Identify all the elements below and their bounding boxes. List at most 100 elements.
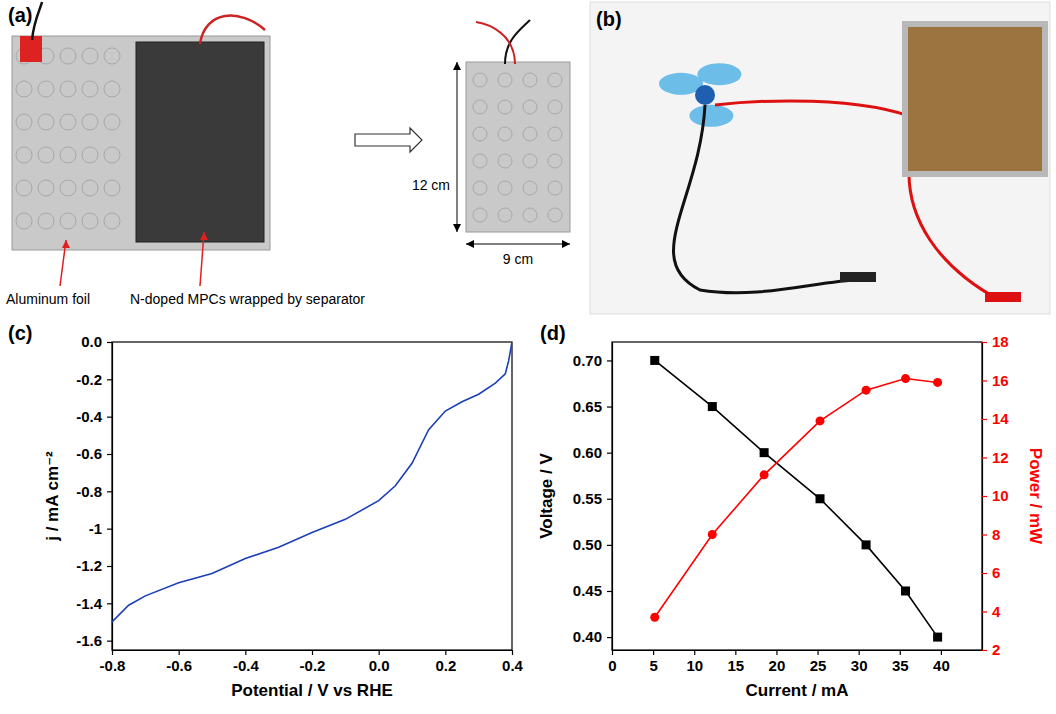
tick-label: -0.4 [233, 657, 260, 674]
tick: -0.6 [76, 445, 112, 462]
tick-label: 40 [933, 657, 950, 674]
foil-texture [104, 48, 120, 64]
tick: 0.2 [435, 650, 456, 674]
tick: 10 [686, 650, 703, 674]
plot-frame [612, 342, 982, 650]
data-point [760, 470, 769, 479]
foil-texture [548, 127, 562, 141]
tick-mark [982, 611, 987, 612]
tick-label: 8 [992, 526, 1000, 543]
tick-mark [982, 534, 987, 535]
foil-texture [82, 114, 98, 130]
tick-mark [607, 360, 612, 361]
axis: -1.6-1.4-1.2-1-0.8-0.6-0.4-0.20.0 [76, 333, 112, 650]
panel-letter: (c) [8, 322, 32, 344]
tick-label: -1 [89, 520, 102, 537]
tick-label: 12 [992, 449, 1009, 466]
tick-mark [900, 650, 901, 655]
tick: 0.0 [369, 650, 390, 674]
tick-mark [512, 650, 513, 655]
foil-texture [38, 180, 54, 196]
foil-texture [473, 181, 487, 195]
foil-texture [82, 147, 98, 163]
tick-label: 0.2 [435, 657, 456, 674]
tick: -0.4 [76, 408, 112, 425]
foil-texture [104, 114, 120, 130]
tick-mark [607, 637, 612, 638]
tick-label: 4 [992, 603, 1001, 620]
tick: 30 [851, 650, 868, 674]
wire [200, 16, 265, 44]
plot-frame [112, 342, 512, 650]
foil-texture [82, 213, 98, 229]
wire [674, 105, 860, 293]
tick: -0.8 [100, 650, 126, 674]
tick-mark [179, 650, 180, 655]
axis-line [612, 343, 613, 651]
axis-title: j / mA cm⁻² [43, 451, 62, 542]
foil-texture [523, 154, 537, 168]
foil-texture [473, 73, 487, 87]
data-point [862, 386, 871, 395]
tick-mark [653, 650, 654, 655]
tick-mark [445, 650, 446, 655]
dimension-arrowhead [453, 62, 461, 70]
tick-label: 5 [649, 657, 657, 674]
tick-label: -1.6 [76, 632, 102, 649]
foil-texture [38, 213, 54, 229]
foil-texture [498, 208, 512, 222]
tick-mark [982, 380, 987, 381]
tick-mark [982, 573, 987, 574]
axis-title: Current / mA [746, 681, 849, 700]
foil-texture [60, 81, 76, 97]
tick-label: -0.8 [100, 657, 126, 674]
tick: 10 [982, 487, 1009, 504]
dimension-arrowhead [562, 240, 570, 248]
tick-mark [607, 499, 612, 500]
tick-mark [612, 650, 613, 655]
dimension-label: 9 cm [503, 251, 533, 267]
tick: 35 [892, 650, 909, 674]
tick: -0.2 [300, 650, 326, 674]
tick: 0.40 [573, 628, 612, 645]
tick-mark [607, 453, 612, 454]
dimension-line [457, 62, 458, 232]
tick-mark [107, 379, 112, 380]
clip [985, 292, 1021, 302]
tick-mark [107, 342, 112, 343]
foil-texture [498, 181, 512, 195]
foil-texture [82, 180, 98, 196]
foil-texture [104, 81, 120, 97]
foil-texture [104, 180, 120, 196]
fan-blade [689, 105, 733, 127]
photo-ground [590, 2, 1050, 314]
data-point [901, 374, 910, 383]
assembled-cell [466, 62, 570, 232]
tick-label: 10 [992, 487, 1009, 504]
foil-texture [523, 73, 537, 87]
pointer [200, 232, 204, 286]
tick-label: 20 [769, 657, 786, 674]
foil-texture [82, 48, 98, 64]
tick: 0.70 [573, 352, 612, 369]
tick-mark [859, 650, 860, 655]
foil-texture [498, 73, 512, 87]
tick-mark [107, 566, 112, 567]
tick-label: 0.60 [573, 444, 602, 461]
data-point [650, 613, 659, 622]
tick: 12 [982, 449, 1009, 466]
foil-texture [548, 208, 562, 222]
foil-texture [60, 180, 76, 196]
foil-texture [523, 100, 537, 114]
tick-mark [107, 417, 112, 418]
foil-texture [16, 180, 32, 196]
foil-texture [498, 127, 512, 141]
tick-label: 0.65 [573, 398, 602, 415]
plot-area [650, 356, 942, 642]
chart: 05101520253035400.400.450.500.550.600.65… [537, 322, 1045, 700]
process-arrow [355, 128, 422, 152]
tick: 0.0 [81, 333, 112, 350]
foil-texture [38, 81, 54, 97]
tick: -0.2 [76, 371, 112, 388]
tick: 18 [982, 333, 1009, 350]
